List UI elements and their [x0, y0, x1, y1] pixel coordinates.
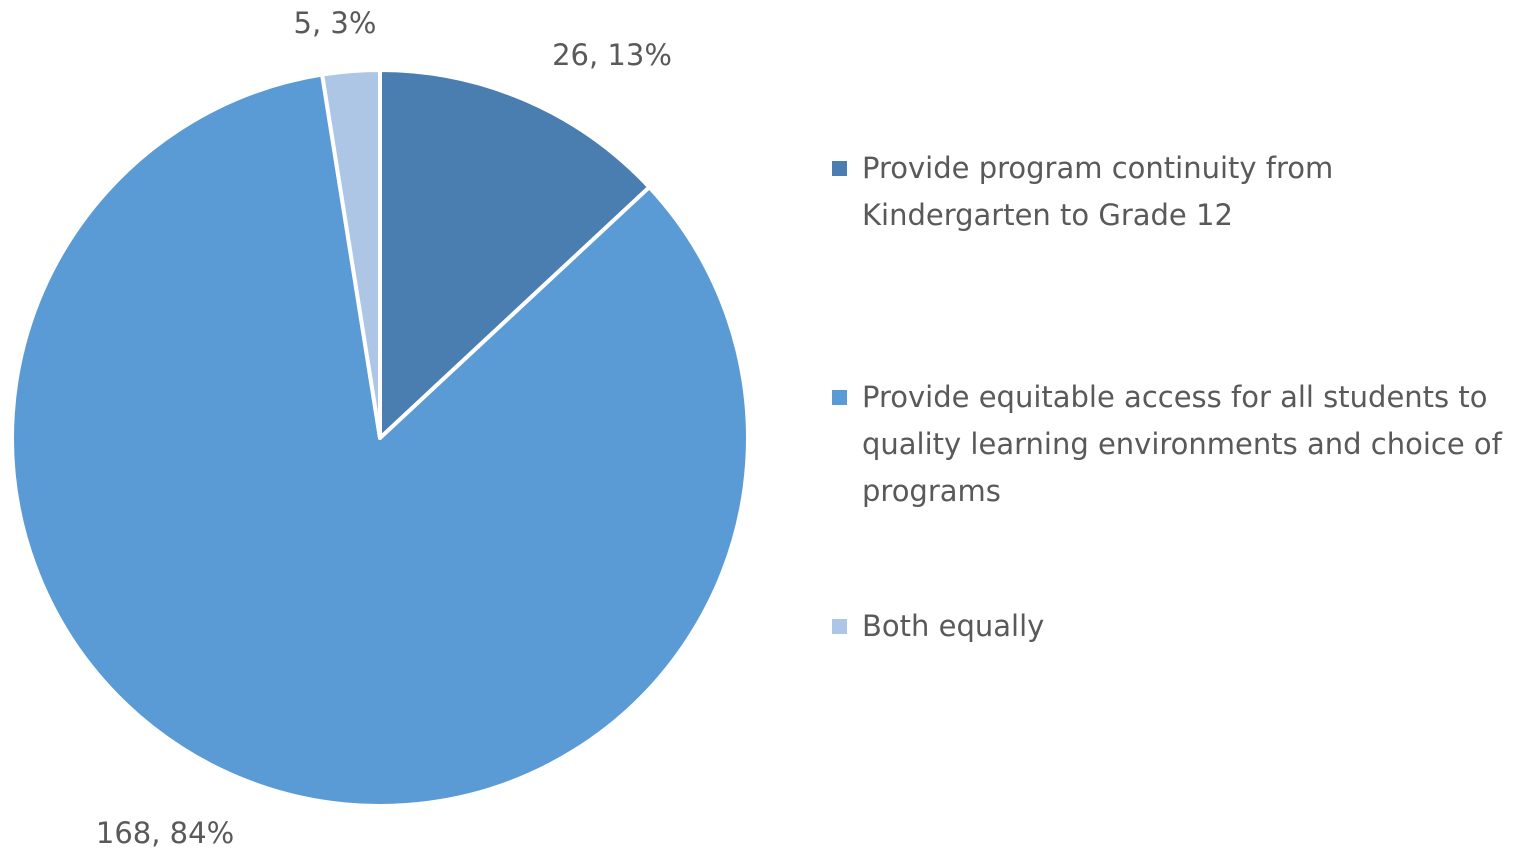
legend-label: Both equally: [862, 609, 1045, 643]
legend-item: Provide program continuity from Kinderga…: [832, 145, 1512, 239]
legend-item: Both equally: [832, 603, 1512, 650]
legend-swatch: [832, 619, 847, 634]
pie-slice: [10, 72, 750, 808]
pie-slice: [320, 68, 382, 440]
data-label: 168, 84%: [96, 816, 234, 850]
legend-label: Provide program continuity from Kinderga…: [862, 151, 1334, 232]
data-label: 5, 3%: [294, 6, 377, 40]
legend-swatch: [832, 161, 847, 176]
legend-label: Provide equitable access for all student…: [862, 380, 1502, 508]
legend-item: Provide equitable access for all student…: [832, 374, 1512, 515]
data-label: 26, 13%: [552, 38, 672, 72]
legend-swatch: [832, 390, 847, 405]
pie-slice: [378, 68, 652, 440]
